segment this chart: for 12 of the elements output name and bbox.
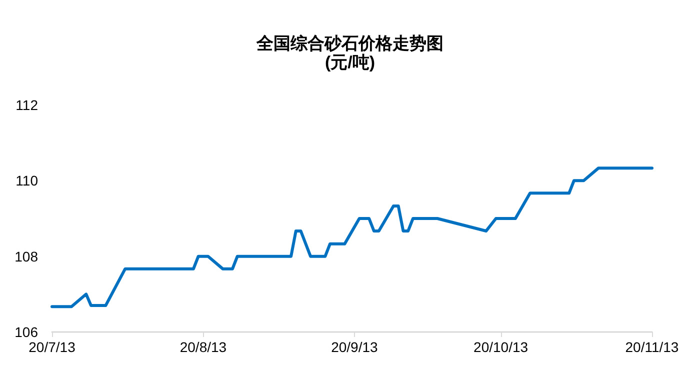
y-tick-label: 106 bbox=[14, 324, 38, 340]
x-tick-label: 20/8/13 bbox=[180, 339, 227, 355]
x-tick-label: 20/10/13 bbox=[474, 339, 528, 355]
x-tick-label: 20/9/13 bbox=[331, 339, 378, 355]
y-tick-label: 108 bbox=[14, 248, 38, 264]
y-tick-label: 112 bbox=[16, 97, 38, 113]
y-tick-label: 110 bbox=[16, 172, 38, 189]
x-tick-label: 20/11/13 bbox=[625, 339, 679, 355]
chart-subtitle: (元/吨) bbox=[324, 53, 376, 72]
chart-title: 全国综合砂石价格走势图 bbox=[256, 34, 444, 53]
line-series bbox=[50, 166, 654, 308]
x-tick-label: 20/7/13 bbox=[28, 339, 76, 355]
